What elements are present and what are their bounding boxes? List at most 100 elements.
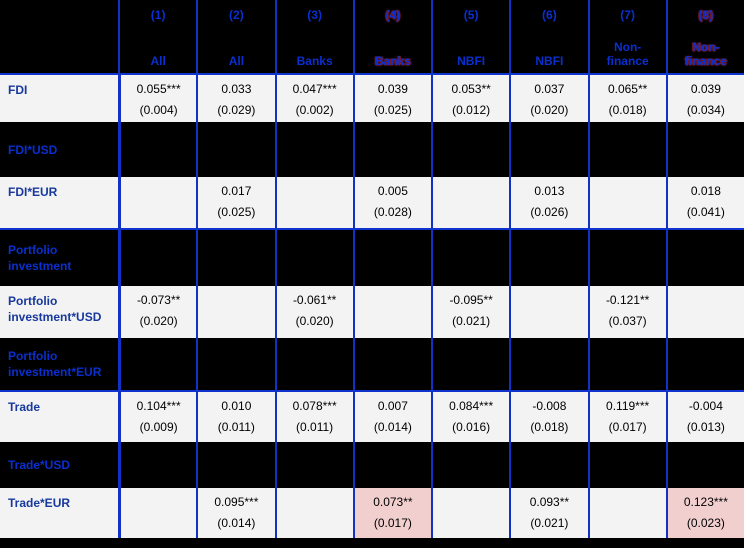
standard-error-value: (0.028) [373,205,412,219]
table-body: FDI 0.055*** (0.004) 0.033 (0.029) 0.047*** (0… [0,75,744,538]
standard-error-value: (0.025) [373,103,412,117]
column-number: (1) [150,8,166,22]
row-label: FDI*USD [0,122,118,177]
column-number: (8) [698,8,714,22]
data-cell-r9c4: 0.073** (0.017) [352,488,431,538]
data-cell-r5c8 [665,286,744,338]
column-header-5: (5) NBFI [431,0,509,73]
standard-error-value: (0.018) [530,420,569,434]
column-header-2: (2) All [196,0,274,73]
column-group-label: Banks [296,54,333,68]
data-cell-r7c3: 0.078*** (0.011) [274,392,353,442]
data-cell-r2c2 [196,122,275,177]
standard-error-value: (0.026) [530,205,569,219]
data-cell-r3c7 [587,177,666,228]
data-cell-r5c2 [196,286,275,338]
coefficient-value: 0.095*** [214,495,259,509]
data-cell-r2c4 [352,122,431,177]
coefficient-value: 0.055*** [136,82,181,96]
row-label: FDI*EUR [0,177,118,228]
data-cell-r3c1 [118,177,197,228]
column-group-label: NBFI [457,54,486,68]
data-cell-r7c6: -0.008 (0.018) [509,392,588,442]
data-cell-r4c5 [431,230,510,286]
standard-error-value: (0.025) [217,205,256,219]
column-header-7: (7) Non- finance [587,0,666,73]
data-cell-r1c4: 0.039 (0.025) [352,75,431,122]
data-cell-r9c3 [274,488,353,538]
standard-error-value: (0.004) [139,103,178,117]
coefficient-value: 0.005 [377,184,408,198]
column-group-label: NBFI [535,54,564,68]
header-empty-cell [0,0,118,73]
coefficient-value: 0.073** [373,495,413,509]
data-cell-r3c4: 0.005 (0.028) [352,177,431,228]
standard-error-value: (0.023) [686,516,725,530]
row-label: FDI [0,75,118,122]
data-cell-r7c4: 0.007 (0.014) [352,392,431,442]
table-row: FDI 0.055*** (0.004) 0.033 (0.029) 0.047*** (0… [0,75,744,122]
standard-error-value: (0.020) [295,314,334,328]
table-row: FDI*EUR 0.017 (0.025) 0.005 (0.028) 0.013 (0.0… [0,177,744,230]
coefficient-value: -0.073** [136,293,181,307]
data-cell-r6c2 [196,338,275,390]
column-number: (3) [307,8,322,22]
standard-error-value: (0.014) [373,420,412,434]
standard-error-value: (0.018) [608,103,647,117]
data-cell-r9c8: 0.123*** (0.023) [665,488,744,538]
column-group-label: All [228,54,245,68]
data-cell-r9c6: 0.093** (0.021) [509,488,588,538]
column-header-1: (1) All [118,0,196,73]
data-cell-r1c8: 0.039 (0.034) [665,75,744,122]
header-row: (1) All (2) All (3) Banks (4) Banks (5) NBFI (6) NB… [0,0,744,75]
coefficient-value: 0.013 [534,184,565,198]
data-cell-r3c8: 0.018 (0.041) [665,177,744,228]
data-cell-r4c2 [196,230,275,286]
coefficient-value: 0.018 [690,184,721,198]
standard-error-value: (0.014) [217,516,256,530]
data-cell-r3c2: 0.017 (0.025) [196,177,275,228]
row-label: Portfolio investment [0,230,118,286]
coefficient-value: 0.017 [221,184,252,198]
data-cell-r5c7: -0.121** (0.037) [587,286,666,338]
column-header-6: (6) NBFI [509,0,587,73]
standard-error-value: (0.041) [686,205,725,219]
data-cell-r6c6 [509,338,588,390]
standard-error-value: (0.021) [530,516,569,530]
data-cell-r5c6 [509,286,588,338]
table-row: FDI*USD [0,122,744,177]
data-cell-r1c2: 0.033 (0.029) [196,75,275,122]
standard-error-value: (0.037) [608,314,647,328]
data-cell-r5c4 [352,286,431,338]
data-cell-r4c8 [665,230,744,286]
data-cell-r3c3 [274,177,353,228]
data-cell-r5c5: -0.095** (0.021) [431,286,510,338]
standard-error-value: (0.029) [217,103,256,117]
coefficient-value: 0.007 [377,399,408,413]
data-cell-r6c4 [352,338,431,390]
row-label: Trade*EUR [0,488,118,538]
data-cell-r6c5 [431,338,510,390]
coefficient-value: 0.039 [377,82,408,96]
column-number: (7) [620,8,635,22]
standard-error-value: (0.013) [686,420,725,434]
table-row: Trade*USD [0,442,744,488]
coefficient-value: -0.008 [532,399,567,413]
coefficient-value: -0.061** [292,293,337,307]
column-number: (6) [542,8,557,22]
column-group-label: Non- finance [684,40,727,68]
data-cell-r1c1: 0.055*** (0.004) [118,75,197,122]
standard-error-value: (0.011) [217,420,255,434]
data-cell-r2c8 [665,122,744,177]
column-group-label: Banks [374,54,411,68]
data-cell-r1c3: 0.047*** (0.002) [274,75,353,122]
table-bottom-border [0,538,744,548]
column-header-3: (3) Banks [274,0,353,73]
row-label: Portfolio investment*EUR [0,338,118,390]
data-cell-r7c1: 0.104*** (0.009) [118,392,197,442]
table-row: Portfolio investment*EUR [0,338,744,392]
data-cell-r5c1: -0.073** (0.020) [118,286,197,338]
data-cell-r1c6: 0.037 (0.020) [509,75,588,122]
data-cell-r8c1 [118,442,197,488]
standard-error-value: (0.009) [139,420,178,434]
